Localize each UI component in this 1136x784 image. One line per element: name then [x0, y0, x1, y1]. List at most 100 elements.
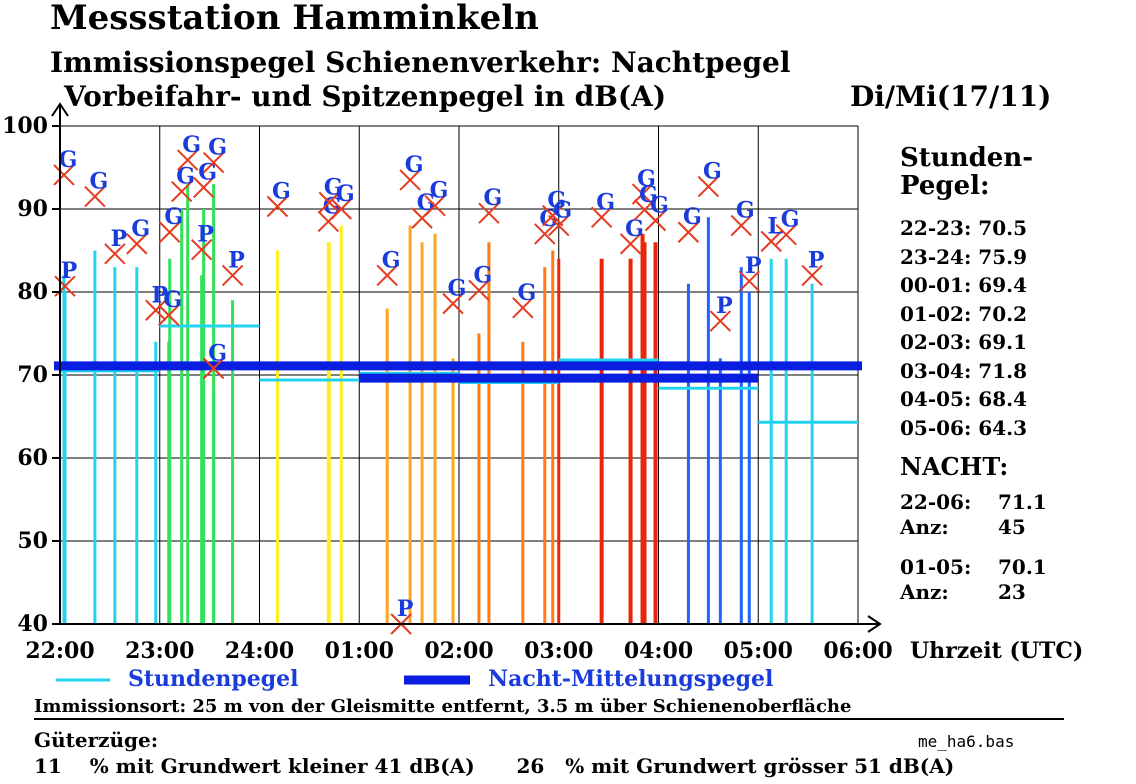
event-class-label: P — [61, 258, 78, 284]
stundenpegel-row: 23-24: 75.9 — [900, 244, 1028, 269]
stundenpegel-heading: Stunden-Pegel: — [900, 143, 1034, 201]
legend-nacht-mittelungspegel: Nacht-Mittelungspegel — [488, 666, 774, 692]
event-marker — [318, 191, 341, 214]
event-marker — [730, 214, 752, 237]
event-class-label: G — [553, 198, 572, 224]
x-tick-label: 05:00 — [724, 638, 793, 664]
event-marker — [399, 169, 421, 191]
event-marker — [697, 175, 720, 198]
event-marker — [192, 176, 215, 199]
event-marker — [266, 195, 289, 218]
x-tick-label: 23:00 — [125, 638, 194, 664]
event-class-label: G — [90, 169, 109, 195]
nacht-mittelungspegel-lines — [54, 361, 862, 383]
event-class-label: G — [176, 164, 195, 190]
subtitle: Immissionspegel Schienenverkehr: Nachtpe… — [50, 46, 791, 79]
event-marker — [677, 221, 700, 243]
stundenpegel-row: 03-04: 71.8 — [900, 358, 1028, 383]
page-title: Messstation Hamminkeln — [50, 0, 539, 38]
event-marker — [176, 149, 199, 171]
event-marker — [126, 233, 148, 255]
event-class-label: G — [703, 159, 722, 185]
event-class-label: P — [716, 293, 733, 319]
event-class-label: G — [324, 174, 343, 200]
nacht-anz-label-1: Anz: — [900, 515, 949, 539]
pct-low-text: % mit Grundwert kleiner 41 dB(A) — [89, 754, 475, 778]
stundenpegel-row: 22-23: 70.5 — [900, 216, 1028, 240]
nacht-range-1: 22-06: — [900, 490, 972, 514]
event-class-label: G — [163, 287, 182, 313]
event-class-label: G — [736, 198, 755, 224]
event-marker — [548, 214, 570, 237]
event-class-label: G — [448, 276, 467, 302]
y-tick-label: 80 — [17, 279, 48, 305]
chart-title: Vorbeifahr- und Spitzenpegel in dB(A) — [64, 80, 667, 113]
event-marker — [202, 151, 225, 174]
event-class-label: G — [272, 179, 291, 205]
event-bars — [62, 184, 814, 624]
x-axis-arrow — [867, 615, 882, 633]
event-class-label: G — [164, 204, 183, 230]
pct-low-value: 11 — [34, 754, 62, 778]
legend-stundenpegel: Stundenpegel — [128, 666, 299, 692]
event-marker — [159, 221, 181, 243]
event-marker — [376, 264, 398, 287]
nacht-value-1: 71.1 — [998, 490, 1047, 514]
event-class-label: P — [228, 247, 245, 273]
event-marker — [170, 180, 193, 203]
event-marker — [158, 304, 180, 326]
event-marker — [468, 279, 490, 302]
event-marker — [190, 238, 213, 261]
x-tick-label: 02:00 — [424, 638, 493, 664]
event-class-label: L — [767, 213, 782, 239]
event-class-label: G — [625, 216, 644, 242]
event-marker — [478, 202, 500, 224]
event-marker — [590, 206, 613, 229]
x-axis-title: Uhrzeit (UTC) — [910, 638, 1083, 664]
event-marker — [145, 299, 167, 321]
event-marker — [644, 209, 667, 232]
y-tick-label: 100 — [2, 113, 48, 139]
y-tick-label: 40 — [17, 611, 48, 637]
event-marker — [760, 230, 782, 253]
event-class-label: G — [208, 135, 227, 161]
event-class-label: G — [683, 204, 702, 230]
nacht-value-2: 70.1 — [998, 555, 1047, 579]
y-tick-label: 90 — [17, 196, 48, 222]
event-class-label: G — [208, 340, 227, 366]
freight-percentages: 11 % mit Grundwert kleiner 41 dB(A) 26 %… — [34, 754, 954, 778]
axis-tick-labels: 40 50 60 70 80 90 100 22:00 23:00 24:00 01:00 02:00… — [2, 113, 1083, 664]
event-marker — [221, 264, 244, 287]
event-marker — [709, 310, 732, 332]
y-tick-label: 60 — [17, 445, 48, 471]
y-tick-label: 50 — [17, 528, 48, 554]
event-class-label: G — [639, 182, 658, 208]
event-marker — [442, 292, 464, 315]
event-marker — [202, 357, 225, 380]
pct-high-text: % mit Grundwert grösser 51 dB(A) — [565, 754, 955, 778]
chart-axes — [51, 102, 882, 633]
file-name: me_ha6.bas — [918, 732, 1015, 751]
x-tick-label: 22:00 — [25, 638, 94, 664]
x-tick-label: 06:00 — [823, 638, 892, 664]
event-marker — [801, 264, 823, 287]
event-class-label: P — [111, 226, 128, 252]
event-class-label: G — [650, 193, 669, 219]
event-class-label: P — [397, 596, 414, 622]
event-marker — [330, 198, 353, 220]
event-class-label: P — [745, 253, 762, 279]
event-class-label: G — [484, 185, 503, 211]
event-marker — [619, 233, 642, 255]
event-class-label: G — [198, 159, 217, 185]
event-class-label: G — [336, 181, 355, 207]
event-marker — [512, 297, 534, 319]
event-class-label: G — [182, 132, 201, 158]
x-tick-label: 24:00 — [225, 638, 294, 664]
event-class-label: P — [808, 247, 825, 273]
event-class-label: G — [430, 178, 449, 204]
event-marker — [84, 185, 106, 208]
event-marker — [775, 224, 797, 246]
stundenpegel-row: 00-01: 69.4 — [900, 273, 1028, 297]
